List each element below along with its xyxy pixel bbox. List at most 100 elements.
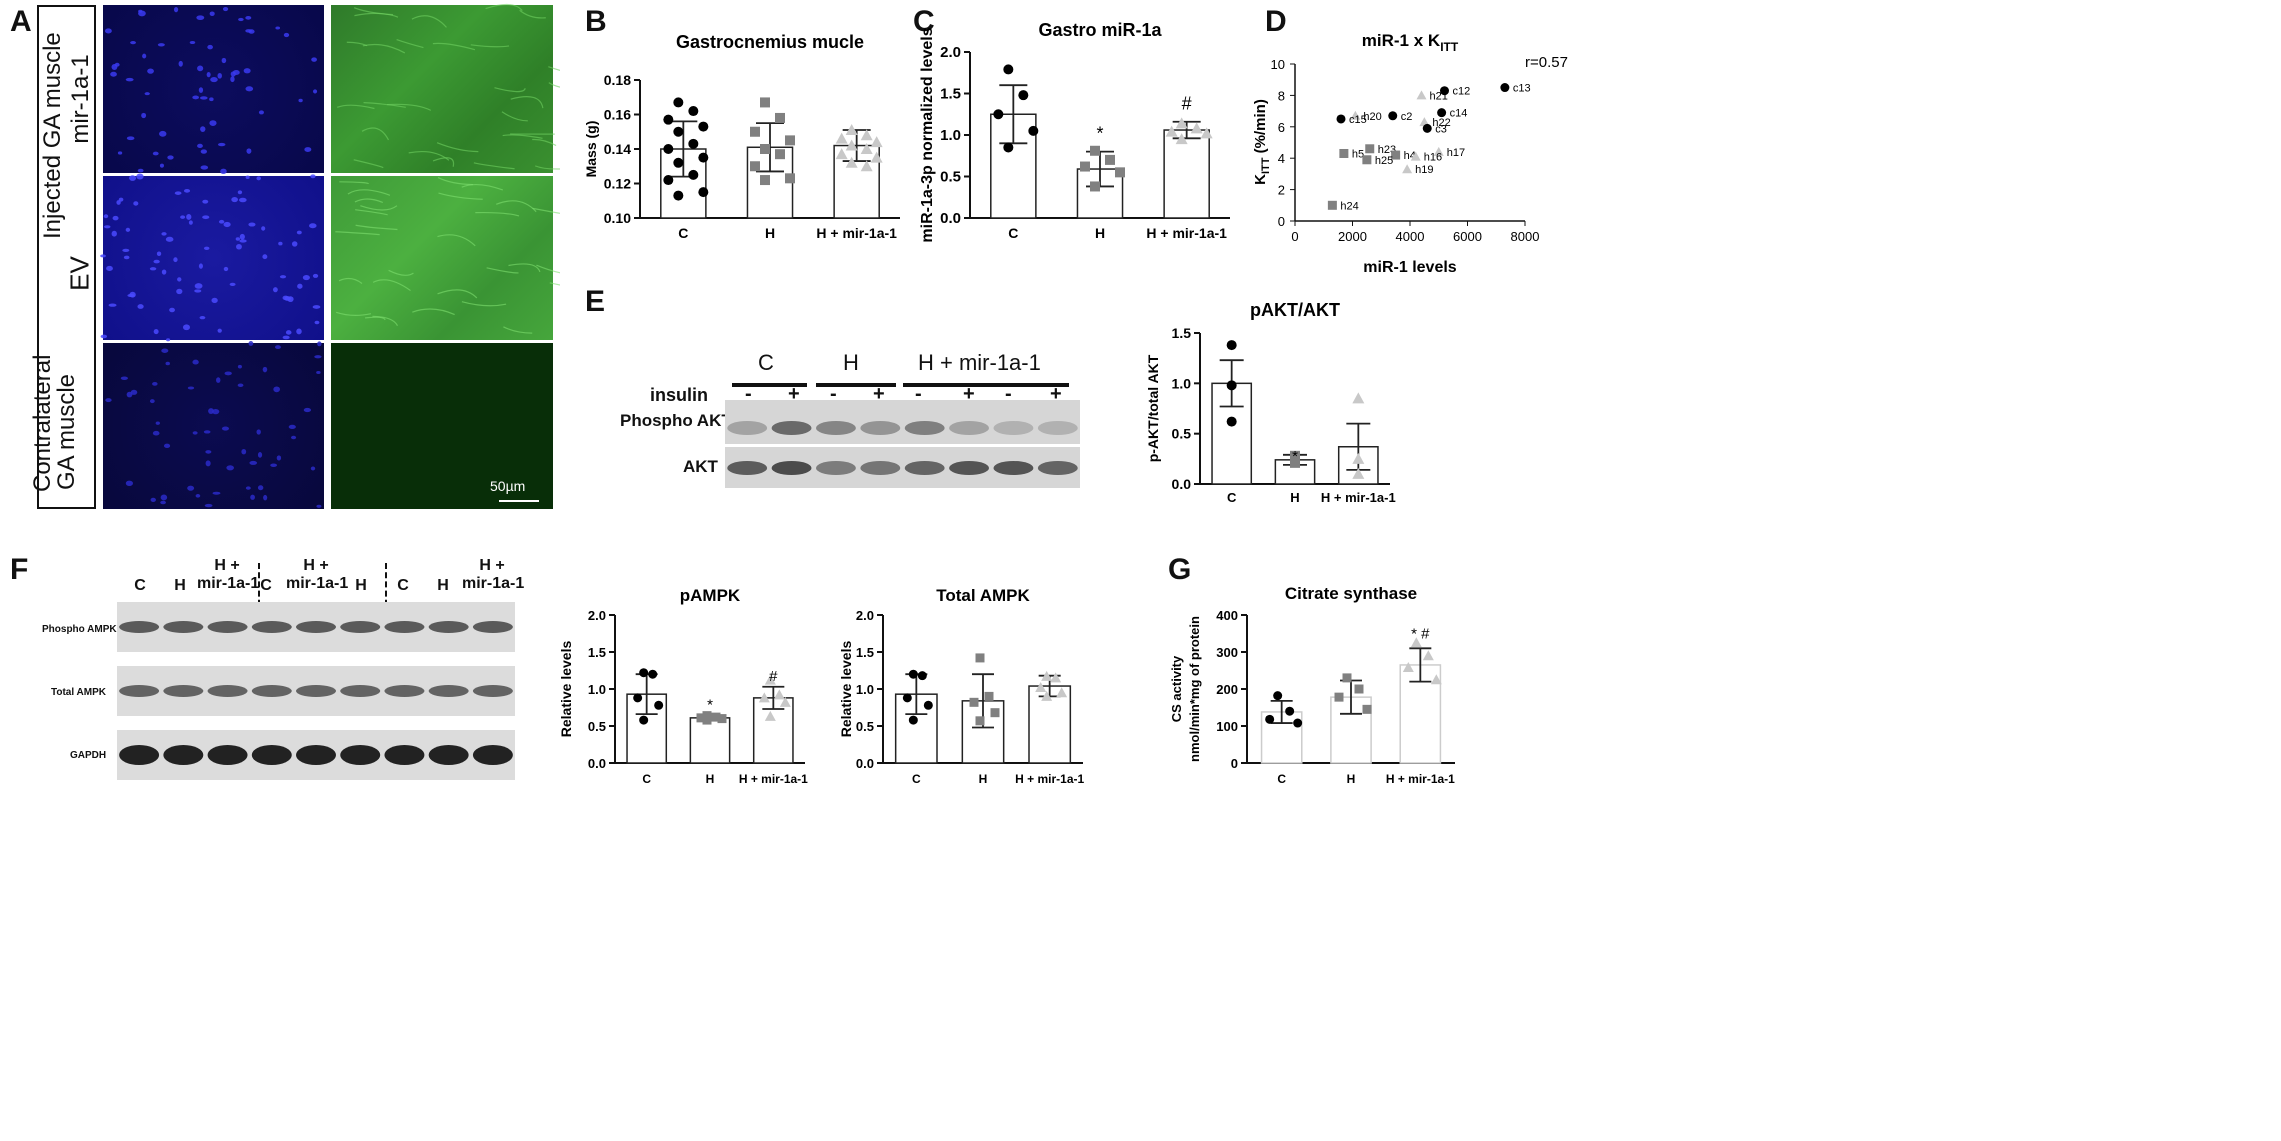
blot-e-group-line bbox=[816, 383, 896, 387]
nucleus bbox=[258, 110, 264, 115]
nucleus bbox=[221, 57, 227, 64]
fiber-outline bbox=[339, 181, 370, 185]
y-axis-label: miR-1a-3p normalized levels bbox=[919, 27, 936, 242]
nucleus bbox=[284, 296, 291, 301]
data-point bbox=[1200, 127, 1213, 139]
nucleus bbox=[220, 168, 227, 175]
nucleus bbox=[205, 450, 212, 454]
data-point bbox=[648, 669, 658, 679]
nucleus bbox=[138, 9, 143, 13]
nucleus bbox=[160, 494, 168, 501]
blot-e-group-c: C bbox=[758, 350, 774, 375]
x-tick-label: H + mir-1a-1 bbox=[739, 772, 808, 786]
data-point bbox=[835, 148, 848, 160]
x-tick-label: C bbox=[678, 225, 688, 241]
data-point bbox=[1050, 672, 1062, 683]
x-tick-label: H + mir-1a-1 bbox=[1321, 490, 1396, 505]
blot-band bbox=[771, 461, 812, 475]
blot-f-image bbox=[117, 602, 515, 780]
nucleus bbox=[257, 485, 264, 491]
blot-band bbox=[251, 685, 292, 697]
y-tick-label: 6 bbox=[1278, 120, 1285, 135]
chart-title: Gastro miR-1a bbox=[1038, 20, 1162, 40]
nucleus bbox=[256, 176, 261, 181]
fiber-outline bbox=[335, 231, 380, 236]
nucleus bbox=[163, 443, 171, 449]
data-point bbox=[1402, 662, 1414, 673]
nucleus bbox=[296, 328, 302, 335]
y-tick-label: 0.5 bbox=[856, 719, 874, 734]
data-point bbox=[1440, 86, 1449, 96]
nucleus bbox=[187, 485, 195, 491]
blot-e-group-line bbox=[732, 383, 807, 387]
y-tick-label: 2.0 bbox=[856, 608, 874, 623]
data-point bbox=[1115, 167, 1125, 178]
y-axis-label: KITT (%/min) bbox=[1252, 99, 1272, 185]
data-point bbox=[1391, 150, 1401, 160]
y-axis-label: Relative levels bbox=[558, 641, 574, 738]
panel-label-a: A bbox=[10, 5, 32, 38]
data-point bbox=[1290, 450, 1300, 461]
nucleus bbox=[278, 241, 283, 246]
y-tick-label: 0.16 bbox=[604, 107, 631, 123]
fiber-outline bbox=[353, 159, 384, 169]
y-tick-label: 0.5 bbox=[1172, 426, 1192, 442]
blot-band bbox=[119, 745, 160, 765]
fiber-outline bbox=[475, 211, 520, 217]
blot-f-lane-label: H bbox=[174, 577, 186, 594]
blot-f-row-gapdh: GAPDH bbox=[70, 750, 107, 761]
nucleus bbox=[217, 328, 222, 333]
data-point bbox=[1342, 673, 1352, 683]
nucleus bbox=[230, 76, 235, 83]
x-tick-label: H bbox=[1290, 490, 1299, 505]
data-point bbox=[760, 175, 770, 186]
data-point bbox=[1080, 161, 1090, 172]
x-tick-label: H bbox=[1095, 225, 1105, 241]
data-point bbox=[908, 669, 918, 679]
blot-band bbox=[296, 621, 336, 633]
fiber-outline bbox=[503, 326, 533, 334]
fiber-outline bbox=[548, 66, 560, 72]
x-tick-label: H bbox=[979, 772, 988, 786]
data-point bbox=[845, 156, 858, 168]
nucleus bbox=[232, 70, 240, 75]
y-tick-label: 1.0 bbox=[588, 682, 606, 697]
fiber-outline bbox=[485, 3, 523, 12]
blot-f-lane-label: C bbox=[134, 577, 146, 594]
data-point bbox=[698, 121, 709, 132]
y-tick-label: 0.10 bbox=[604, 210, 631, 226]
nucleus bbox=[309, 223, 317, 229]
data-point bbox=[1433, 146, 1444, 156]
scale-bar-label: 50µm bbox=[490, 478, 526, 494]
blot-f-lane-label: H bbox=[437, 577, 449, 594]
nucleus bbox=[200, 96, 208, 100]
blot-f-divider bbox=[385, 563, 387, 615]
fiber-outline bbox=[432, 157, 455, 167]
y-tick-label: 1.5 bbox=[856, 645, 874, 660]
blot-band bbox=[815, 421, 856, 435]
nucleus bbox=[100, 334, 108, 339]
nucleus bbox=[125, 227, 131, 232]
x-tick-label: C bbox=[1227, 490, 1237, 505]
data-point bbox=[870, 151, 883, 163]
blot-band bbox=[771, 421, 812, 435]
data-point bbox=[923, 700, 933, 710]
significance-mark: * bbox=[1096, 124, 1103, 144]
data-point bbox=[1365, 144, 1375, 154]
blot-band bbox=[904, 421, 945, 435]
blot-f-lane-label: C bbox=[260, 577, 272, 594]
nucleus bbox=[117, 151, 123, 155]
data-point bbox=[696, 713, 706, 723]
data-point bbox=[1273, 691, 1283, 701]
x-tick-label: H bbox=[765, 225, 775, 241]
blot-band bbox=[472, 621, 513, 633]
y-tick-label: 0.5 bbox=[588, 719, 606, 734]
nucleus bbox=[298, 98, 303, 103]
panel-label-d: D bbox=[1265, 5, 1287, 38]
nucleus bbox=[178, 60, 183, 67]
data-point bbox=[688, 169, 699, 180]
fiber-outline bbox=[412, 308, 455, 316]
nucleus bbox=[183, 188, 191, 193]
significance-mark: # bbox=[1182, 94, 1192, 114]
x-tick-label: C bbox=[1008, 225, 1018, 241]
